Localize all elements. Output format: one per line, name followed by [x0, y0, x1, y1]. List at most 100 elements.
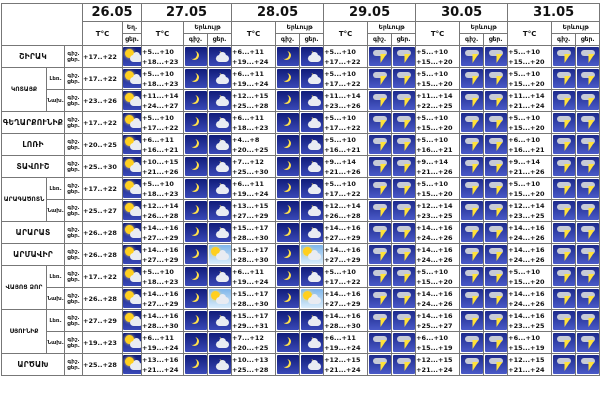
weather-icon-cell: [367, 45, 393, 68]
altitude-zone-label: Նախ.: [47, 207, 64, 214]
weather-icon-cell: [183, 45, 209, 68]
thunderstorm-icon: [576, 267, 599, 286]
crescent-moon-icon: [184, 179, 207, 198]
temperature-cell: +15...+17 +28...+30: [231, 221, 277, 244]
partly-cloudy-icon: [300, 47, 323, 66]
day-temperature: +17..+22: [83, 272, 117, 281]
partly-cloudy-icon: [300, 157, 323, 176]
sunny-day-icon: [300, 245, 323, 264]
day-label: ցեր.: [67, 144, 80, 151]
period-labels: գիշ. ցեր.: [63, 45, 84, 68]
weather-icon-cell: [483, 45, 509, 68]
day-temperature: +19...+24: [232, 277, 269, 286]
weather-icon-cell: [299, 45, 325, 68]
day-temperature: +23...+25: [508, 211, 545, 220]
thunderstorm-icon: [552, 157, 575, 176]
partly-cloudy-icon: [208, 267, 231, 286]
partly-cloudy-icon: [300, 267, 323, 286]
temperature-cell: +9...+14 +21...+26: [507, 155, 553, 178]
weather-icon-cell: [459, 287, 485, 310]
weather-icon-cell: [367, 199, 393, 222]
sunny-cloud-icon: [123, 267, 141, 286]
weather-icon-cell: [275, 265, 301, 288]
thunderstorm-icon: [368, 333, 391, 352]
night-temperature: +6...+10: [508, 333, 541, 342]
weather-icon-cell: [391, 265, 417, 288]
day-temperature: +28...+30: [232, 299, 269, 308]
temperature-cell: +13...+15 +27...+29: [231, 199, 277, 222]
region-name: ԳԵՂԱՐՔՈՒՆԻՔ: [1, 111, 65, 134]
weather-icon-cell: [483, 243, 509, 266]
day-label: ցեր.: [67, 320, 80, 327]
day-temperature: +27...+29: [232, 211, 269, 220]
partly-cloudy-icon: [300, 113, 323, 132]
weather-icon-cell: [367, 177, 393, 200]
weather-icon-cell: [122, 287, 143, 310]
crescent-moon-icon: [276, 245, 299, 264]
night-temperature: +9...+14: [508, 157, 541, 166]
weather-icon-cell: [275, 353, 301, 376]
period-labels: գիշ. ցեր.: [63, 199, 84, 222]
day-temperature: +28...+30: [232, 233, 269, 242]
sunny-cloud-icon: [123, 135, 141, 154]
temperature-cell: +14...+16 +27...+29: [141, 243, 185, 266]
night-temperature: +5...+10: [508, 179, 541, 188]
weather-icon-cell: [483, 155, 509, 178]
temperature-cell: +12...+14 +23...+25: [415, 199, 461, 222]
weather-icon-cell: [275, 199, 301, 222]
night-temperature: +6...+10: [508, 135, 541, 144]
altitude-zone-label: Նախ.: [47, 339, 64, 346]
temperature-cell: +14...+16 +24...+26: [507, 243, 553, 266]
day-temperature: +18...+23: [142, 79, 179, 88]
temperature-cell: +5...+10 +18...+23: [141, 265, 185, 288]
weather-icon-cell: [183, 177, 209, 200]
sunny-cloud-icon: [123, 157, 141, 176]
weather-icon-cell: [299, 67, 325, 90]
period-labels: գիշ. ցեր.: [63, 353, 84, 376]
temperature-cell: +12...+15 +21...+24: [323, 353, 369, 376]
partly-cloudy-icon: [208, 91, 231, 110]
sunny-cloud-icon: [123, 289, 141, 308]
night-temperature: +11...+14: [416, 91, 453, 100]
day-temperature: +15...+19: [508, 343, 545, 352]
thunderstorm-icon: [484, 223, 507, 242]
day-subheader-label: ցեր.: [580, 36, 595, 43]
night-temperature: +5...+10: [508, 47, 541, 56]
region-row: ԱՐՄԱՎԻՐ գիշ. ցեր. +26..+28 +14...+16 +27...+2…: [1, 243, 600, 266]
crescent-moon-icon: [184, 333, 207, 352]
day-temperature: +21...+24: [324, 365, 361, 374]
weather-icon-cell: [207, 243, 233, 266]
thunderstorm-icon: [576, 333, 599, 352]
weather-icon-cell: [122, 45, 143, 68]
night-temperature: +11...+14: [142, 91, 179, 100]
weather-icon-cell: [551, 67, 577, 90]
night-label: գիշ.: [67, 116, 80, 123]
weather-icon-cell: [122, 265, 143, 288]
region-row: ՎԱՅՈՑ ՁՈՐ Լեռ. գիշ. ցեր. +17..+22 +5...+10 +18…: [1, 265, 600, 310]
night-temperature: +12...+14: [324, 201, 361, 210]
temperature-cell: +6...+11 +19...+24: [231, 45, 277, 68]
period-labels: գիշ. ցեր.: [63, 309, 84, 332]
temperature-cell: +14...+16 +23...+25: [507, 309, 553, 332]
night-label: գիշ.: [67, 138, 80, 145]
thunderstorm-icon: [460, 113, 483, 132]
temperature-cell: +6...+10 +16...+21: [507, 133, 553, 156]
region-row: Նախ. գիշ. ցեր. +25..+27 +12...+14 +26...+28 +1…: [2, 199, 600, 222]
weather-icon-cell: [575, 331, 600, 354]
weather-icon-cell: [122, 331, 143, 354]
thunderstorm-icon: [484, 311, 507, 330]
thunderstorm-icon: [552, 135, 575, 154]
day-temperature: +27...+29: [324, 233, 361, 242]
altitude-zone: Լեռ.: [46, 265, 65, 288]
temperature-cell: +17..+22: [82, 45, 124, 68]
weather-icon-cell: [183, 243, 209, 266]
thunderstorm-icon: [368, 201, 391, 220]
crescent-moon-icon: [184, 355, 207, 374]
region-row: ՏԱՎՈՒՇ գիշ. ցեր. +25..+30 +10...+15 +21...+26…: [1, 155, 600, 178]
day-temperature: +17..+22: [83, 52, 117, 61]
night-temperature: +12...+14: [416, 201, 453, 210]
weather-icon-cell: [459, 221, 485, 244]
day-temperature: +24...+26: [508, 233, 545, 242]
date-label: 26.05: [91, 5, 133, 20]
night-temperature: +5...+10: [416, 47, 448, 56]
